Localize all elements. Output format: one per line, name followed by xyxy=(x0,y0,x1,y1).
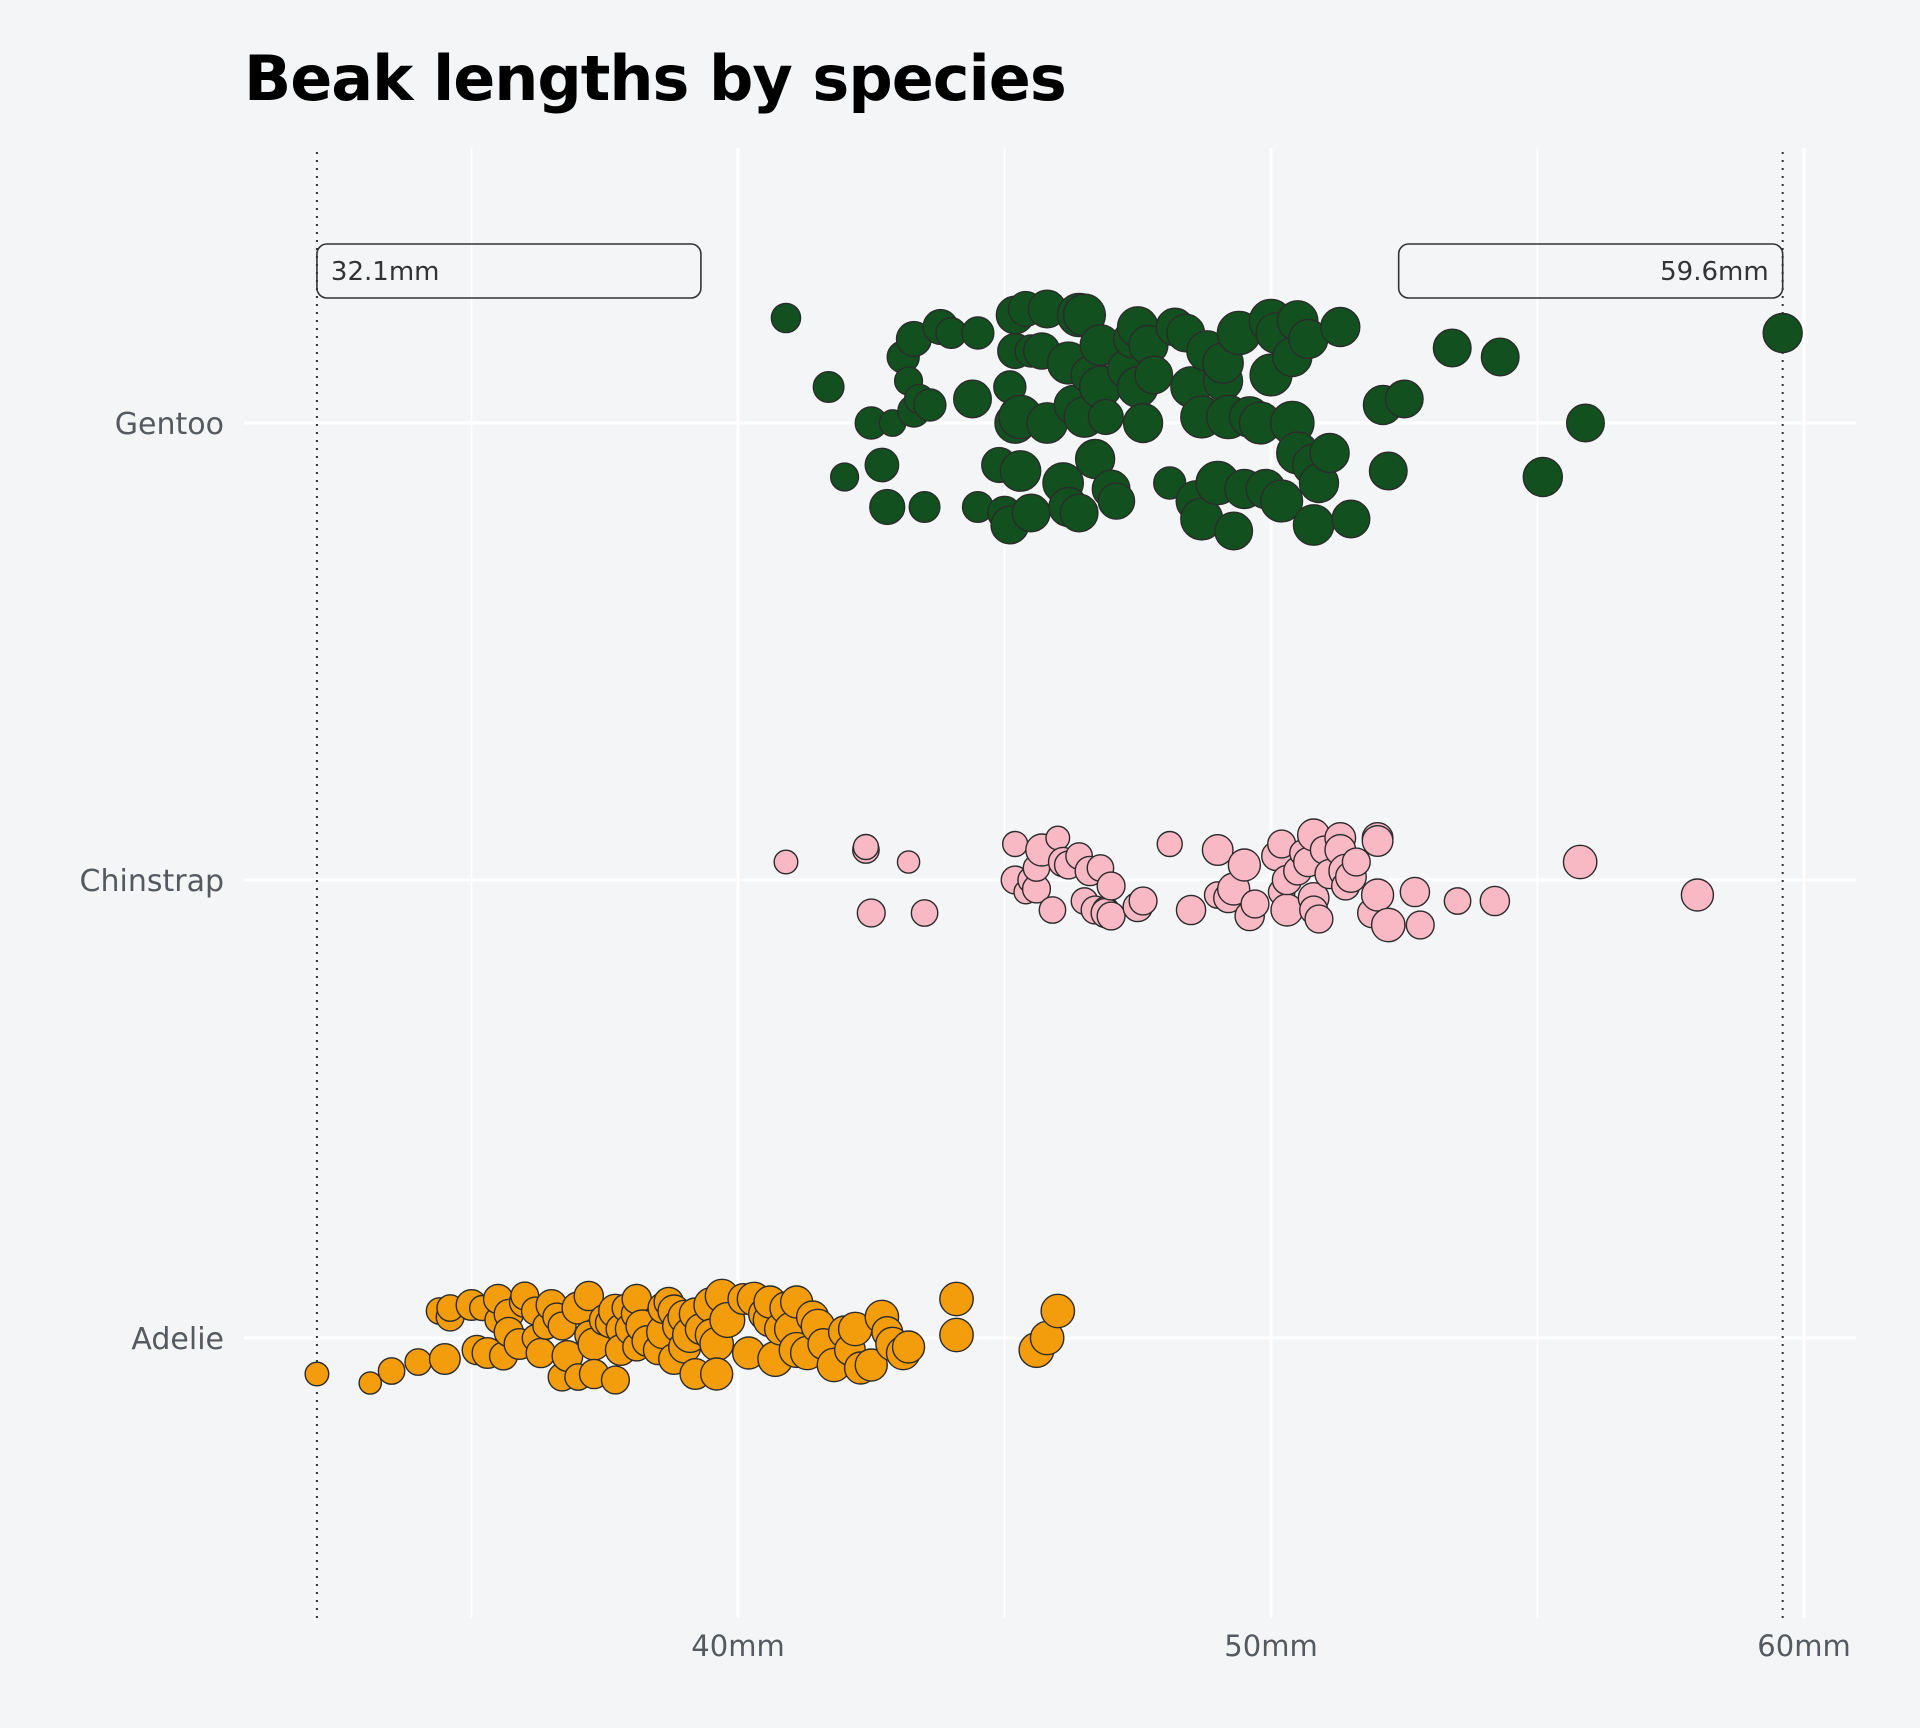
data-point-chinstrap xyxy=(1479,885,1511,917)
data-point-chinstrap xyxy=(1680,878,1715,912)
data-point-chinstrap xyxy=(1128,886,1158,916)
data-point-adelie xyxy=(939,1281,974,1317)
data-point-gentoo xyxy=(1214,511,1254,551)
data-point-gentoo xyxy=(812,371,845,404)
data-point-chinstrap xyxy=(1370,907,1406,943)
data-point-adelie xyxy=(525,1337,557,1369)
data-point-adelie xyxy=(377,1357,406,1385)
range-label-box xyxy=(1397,243,1784,299)
data-point-chinstrap xyxy=(1038,896,1067,924)
data-point-chinstrap xyxy=(1360,878,1395,912)
data-point-gentoo xyxy=(1097,482,1136,520)
data-point-gentoo xyxy=(829,462,860,492)
data-point-adelie xyxy=(699,1357,734,1391)
series-adelie xyxy=(304,1278,1076,1395)
data-point-gentoo xyxy=(1480,337,1520,377)
data-point-adelie xyxy=(621,1283,653,1315)
data-point-gentoo xyxy=(1762,312,1803,354)
x-tick-label: 50mm xyxy=(1224,1629,1317,1663)
data-point-gentoo xyxy=(908,491,941,524)
data-point-chinstrap xyxy=(1240,889,1270,919)
data-point-gentoo xyxy=(869,488,906,526)
data-point-gentoo xyxy=(1260,479,1304,523)
data-point-chinstrap xyxy=(1405,910,1435,940)
data-point-chinstrap xyxy=(1175,894,1207,926)
data-point-adelie xyxy=(404,1348,433,1376)
annotation-layer: 32.1mm 59.6mm xyxy=(315,152,1784,1618)
series-gentoo xyxy=(770,289,1803,551)
data-point-gentoo xyxy=(1134,355,1174,395)
range-label-text: 32.1mm xyxy=(331,257,440,287)
data-point-chinstrap xyxy=(1304,904,1334,934)
data-point-chinstrap xyxy=(1227,848,1262,882)
data-point-gentoo xyxy=(1122,402,1164,444)
category-label-gentoo: Gentoo xyxy=(115,407,224,442)
x-tick-label: 40mm xyxy=(691,1629,784,1663)
range-label-text: 59.6mm xyxy=(1660,257,1769,287)
data-point-gentoo xyxy=(1432,328,1472,368)
data-point-chinstrap xyxy=(1096,901,1126,931)
data-point-gentoo xyxy=(1522,456,1564,498)
range-label-box xyxy=(316,243,702,299)
label-layer: 40mm 50mm 60mm Gentoo Chinstrap Adelie xyxy=(80,407,1851,1663)
data-point-chinstrap xyxy=(856,898,886,928)
data-point-chinstrap xyxy=(852,833,880,861)
data-point-chinstrap xyxy=(1399,876,1431,908)
data-point-gentoo xyxy=(999,450,1042,492)
data-point-chinstrap xyxy=(1156,830,1183,858)
data-point-chinstrap xyxy=(1361,825,1394,858)
data-point-gentoo xyxy=(1292,504,1335,546)
data-point-gentoo xyxy=(953,379,993,419)
data-point-chinstrap xyxy=(1562,844,1598,880)
data-point-gentoo xyxy=(961,316,995,350)
series-chinstrap xyxy=(773,818,1715,943)
data-point-chinstrap xyxy=(1001,830,1029,858)
data-point-adelie xyxy=(600,1365,631,1395)
data-point-gentoo xyxy=(1087,398,1124,436)
data-point-chinstrap xyxy=(896,850,921,874)
data-point-chinstrap xyxy=(1096,871,1126,901)
x-tick-label: 60mm xyxy=(1757,1629,1850,1663)
data-point-gentoo xyxy=(1565,403,1605,443)
data-point-adelie xyxy=(1040,1293,1076,1329)
data-point-adelie xyxy=(854,1348,888,1382)
data-point-adelie xyxy=(358,1371,383,1395)
data-point-chinstrap xyxy=(1045,825,1071,851)
chart-title: Beak lengths by species xyxy=(244,42,1067,115)
data-point-adelie xyxy=(428,1342,461,1375)
data-point-gentoo xyxy=(1011,493,1051,533)
category-label-adelie: Adelie xyxy=(131,1322,224,1357)
category-label-chinstrap: Chinstrap xyxy=(80,864,224,899)
data-point-chinstrap xyxy=(1341,847,1371,877)
data-point-gentoo xyxy=(1368,451,1408,491)
data-point-adelie xyxy=(573,1280,605,1312)
data-point-gentoo xyxy=(1320,306,1361,348)
data-point-gentoo xyxy=(1059,493,1099,533)
points-layer xyxy=(304,289,1803,1395)
data-point-gentoo xyxy=(1309,432,1350,474)
data-point-chinstrap xyxy=(773,849,799,875)
data-point-gentoo xyxy=(864,447,900,483)
data-point-adelie xyxy=(939,1317,974,1353)
data-point-adelie xyxy=(304,1361,330,1387)
data-point-gentoo xyxy=(1331,499,1371,539)
data-point-gentoo xyxy=(770,302,802,334)
data-point-chinstrap xyxy=(910,899,939,927)
data-point-gentoo xyxy=(1384,379,1424,419)
data-point-gentoo xyxy=(913,388,947,422)
data-point-adelie xyxy=(891,1330,926,1364)
data-point-chinstrap xyxy=(1201,834,1234,867)
data-point-chinstrap xyxy=(1443,887,1472,915)
data-point-gentoo xyxy=(1153,466,1187,500)
